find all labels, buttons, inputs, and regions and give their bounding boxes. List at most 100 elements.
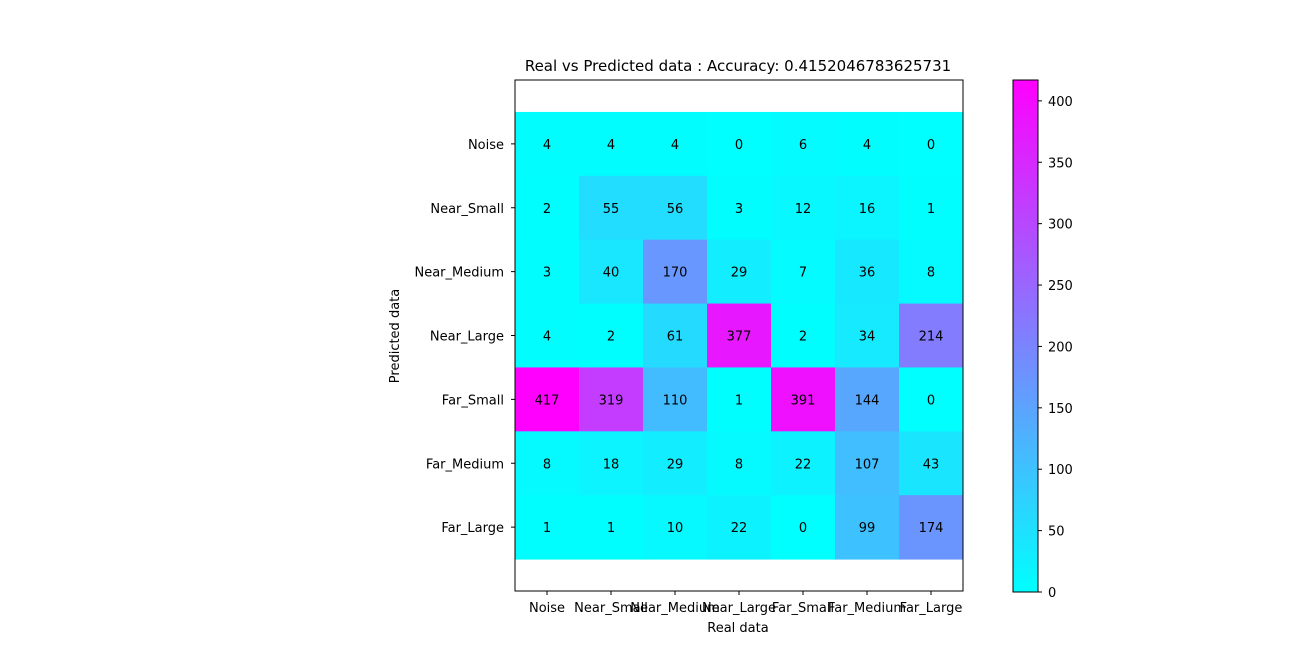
cell-value-label: 8	[735, 457, 743, 472]
heatmap-cell	[899, 303, 964, 368]
colorbar-tick-label: 200	[1048, 340, 1073, 355]
cell-value-label: 1	[927, 202, 935, 217]
cell-value-label: 55	[603, 202, 620, 217]
heatmap-cell	[771, 431, 836, 496]
cell-value-label: 110	[663, 393, 688, 408]
y-tick-label: Far_Large	[441, 521, 504, 536]
heatmap-cell	[643, 495, 708, 560]
cell-value-label: 10	[667, 521, 684, 536]
heatmap-cell	[707, 431, 772, 496]
colorbar-tick-label: 350	[1048, 156, 1073, 171]
heatmap-cell	[899, 239, 964, 305]
cell-value-label: 417	[535, 393, 560, 408]
heatmap-cell	[835, 239, 900, 305]
cell-value-label: 4	[543, 138, 551, 153]
cell-value-label: 170	[663, 266, 688, 281]
cell-value-label: 2	[607, 330, 615, 345]
heatmap-cell	[771, 367, 836, 432]
heatmap-cell-labels: 4 4 4 0 6 4 02 55 56 3 12 16 13 40 170 29 7 36 84 2 61 377 2 34…	[535, 138, 944, 536]
cell-value-label: 0	[735, 138, 743, 153]
heatmap-cell	[899, 111, 964, 177]
y-tick-label: Near_Large	[430, 330, 504, 345]
cell-value-label: 34	[859, 330, 876, 345]
heatmap-cell	[835, 303, 900, 368]
cell-value-label: 4	[863, 138, 871, 153]
y-tick-label: Far_Medium	[426, 457, 504, 472]
heatmap-cell	[579, 239, 644, 305]
heatmap-cell	[771, 111, 836, 177]
colorbar-tick-label: 0	[1048, 586, 1056, 601]
y-axis-ticks: Noise Near_Small Near_Medium Near_Large Far_…	[414, 138, 515, 536]
heatmap-cell	[579, 431, 644, 496]
cell-value-label: 99	[859, 521, 876, 536]
x-tick-label: Far_Small	[772, 601, 834, 616]
heatmap-cell	[835, 495, 900, 560]
x-tick-label: Near_Small	[574, 601, 648, 616]
cell-value-label: 40	[603, 266, 620, 281]
heatmap-cell	[771, 495, 836, 560]
heatmap-cell	[515, 239, 580, 305]
heatmap-cell	[515, 175, 580, 241]
heatmap-cell	[515, 303, 580, 368]
heatmap-cell	[707, 175, 772, 241]
x-axis-ticks: Noise Near_SmallNear_MediumNear_LargeFar_…	[529, 591, 962, 616]
cell-value-label: 7	[799, 266, 807, 281]
heatmap-cell	[643, 431, 708, 496]
cell-value-label: 61	[667, 330, 684, 345]
heatmap-cell	[579, 175, 644, 241]
heatmap-cell	[579, 111, 644, 177]
chart-title: Real vs Predicted data : Accuracy: 0.415…	[525, 57, 951, 75]
cell-value-label: 0	[799, 521, 807, 536]
cell-value-label: 8	[543, 457, 551, 472]
cell-value-label: 144	[855, 393, 880, 408]
colorbar-tick-label: 300	[1048, 218, 1073, 233]
cell-value-label: 36	[859, 266, 876, 281]
colorbar-tick-label: 400	[1048, 95, 1073, 110]
heatmap-cell	[643, 111, 708, 177]
cell-value-label: 3	[543, 266, 551, 281]
cell-value-label: 43	[923, 457, 940, 472]
cell-value-label: 4	[607, 138, 615, 153]
heatmap-cell	[515, 111, 580, 177]
x-axis-label: Real data	[707, 621, 768, 636]
cell-value-label: 1	[607, 521, 615, 536]
cell-value-label: 18	[603, 457, 620, 472]
heatmap-cell	[643, 303, 708, 368]
heatmap-cell	[643, 239, 708, 305]
cell-value-label: 1	[543, 521, 551, 536]
heatmap-cell	[899, 175, 964, 241]
heatmap-cell	[835, 367, 900, 432]
heatmap-cell	[579, 495, 644, 560]
heatmap-cell	[515, 431, 580, 496]
heatmap-cell	[899, 367, 964, 432]
heatmap-cell	[899, 495, 964, 560]
colorbar-ticks: 0 50 100 150 200 250 300 350 400	[1038, 95, 1073, 601]
cell-value-label: 29	[731, 266, 748, 281]
heatmap-cell	[579, 303, 644, 368]
x-tick-label: Noise	[529, 601, 565, 616]
cell-value-label: 6	[799, 138, 807, 153]
cell-value-label: 22	[731, 521, 748, 536]
heatmap-cell	[707, 303, 772, 368]
cell-value-label: 16	[859, 202, 876, 217]
colorbar-tick-label: 250	[1048, 279, 1073, 294]
heatmap-cell	[707, 495, 772, 560]
colorbar-tick-label: 150	[1048, 402, 1073, 417]
heatmap-cell	[707, 367, 772, 432]
heatmap-cell	[579, 367, 644, 432]
colorbar-tick-label: 100	[1048, 463, 1073, 478]
heatmap-cell	[515, 367, 580, 432]
heatmap-cell	[771, 175, 836, 241]
heatmap-cell	[515, 495, 580, 560]
x-tick-label: Near_Medium	[630, 601, 720, 616]
cell-value-label: 3	[735, 202, 743, 217]
cell-value-label: 29	[667, 457, 684, 472]
cell-value-label: 4	[671, 138, 679, 153]
cell-value-label: 8	[927, 266, 935, 281]
heatmap-cell	[707, 239, 772, 305]
cell-value-label: 377	[727, 330, 752, 345]
heatmap-cell	[835, 111, 900, 177]
x-tick-label: Far_Large	[900, 601, 963, 616]
cell-value-label: 4	[543, 330, 551, 345]
